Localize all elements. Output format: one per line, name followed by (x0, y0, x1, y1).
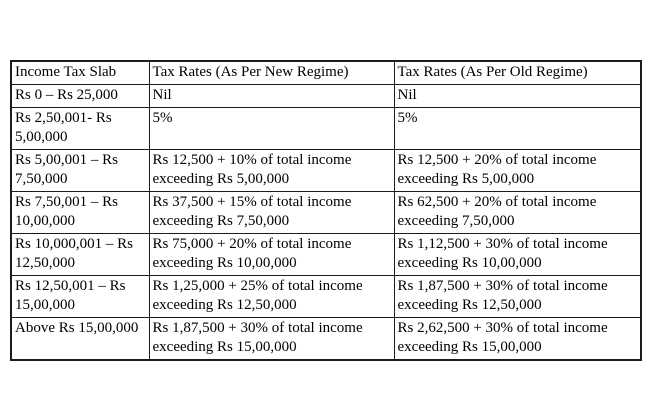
slab-cell: Rs 7,50,001 – Rs 10,00,000 (10, 191, 150, 234)
old-regime-cell: Nil (393, 84, 642, 108)
new-regime-cell: Nil (148, 84, 395, 108)
table-row: Above Rs 15,00,000 Rs 1,87,500 + 30% of … (10, 317, 642, 361)
new-regime-cell: Rs 75,000 + 20% of total income exceedin… (148, 233, 395, 276)
header-income-tax-slab: Income Tax Slab (10, 60, 150, 85)
header-new-regime: Tax Rates (As Per New Regime) (148, 60, 395, 85)
new-regime-cell: Rs 37,500 + 15% of total income exceedin… (148, 191, 395, 234)
old-regime-cell: Rs 1,87,500 + 30% of total income exceed… (393, 275, 642, 318)
old-regime-cell: Rs 12,500 + 20% of total income exceedin… (393, 149, 642, 192)
table-row: Rs 2,50,001- Rs 5,00,000 5% 5% (10, 107, 642, 150)
table-row: Rs 7,50,001 – Rs 10,00,000 Rs 37,500 + 1… (10, 191, 642, 234)
slab-cell: Rs 5,00,001 – Rs 7,50,000 (10, 149, 150, 192)
table-row: Rs 12,50,001 – Rs 15,00,000 Rs 1,25,000 … (10, 275, 642, 318)
table-row: Rs 10,000,001 – Rs 12,50,000 Rs 75,000 +… (10, 233, 642, 276)
old-regime-cell: Rs 1,12,500 + 30% of total income exceed… (393, 233, 642, 276)
header-row: Income Tax Slab Tax Rates (As Per New Re… (10, 60, 642, 85)
new-regime-cell: Rs 1,87,500 + 30% of total income exceed… (148, 317, 395, 361)
income-tax-slab-table: Income Tax Slab Tax Rates (As Per New Re… (10, 60, 642, 361)
slab-cell: Rs 10,000,001 – Rs 12,50,000 (10, 233, 150, 276)
slab-cell: Rs 2,50,001- Rs 5,00,000 (10, 107, 150, 150)
new-regime-cell: Rs 12,500 + 10% of total income exceedin… (148, 149, 395, 192)
old-regime-cell: 5% (393, 107, 642, 150)
old-regime-cell: Rs 62,500 + 20% of total income exceedin… (393, 191, 642, 234)
slab-cell: Rs 0 – Rs 25,000 (10, 84, 150, 108)
slab-cell: Rs 12,50,001 – Rs 15,00,000 (10, 275, 150, 318)
old-regime-cell: Rs 2,62,500 + 30% of total income exceed… (393, 317, 642, 361)
slab-cell: Above Rs 15,00,000 (10, 317, 150, 361)
new-regime-cell: 5% (148, 107, 395, 150)
table-row: Rs 5,00,001 – Rs 7,50,000 Rs 12,500 + 10… (10, 149, 642, 192)
table-body: Rs 0 – Rs 25,000 Nil Nil Rs 2,50,001- Rs… (10, 84, 642, 361)
new-regime-cell: Rs 1,25,000 + 25% of total income exceed… (148, 275, 395, 318)
header-old-regime: Tax Rates (As Per Old Regime) (393, 60, 642, 85)
table-row: Rs 0 – Rs 25,000 Nil Nil (10, 84, 642, 108)
